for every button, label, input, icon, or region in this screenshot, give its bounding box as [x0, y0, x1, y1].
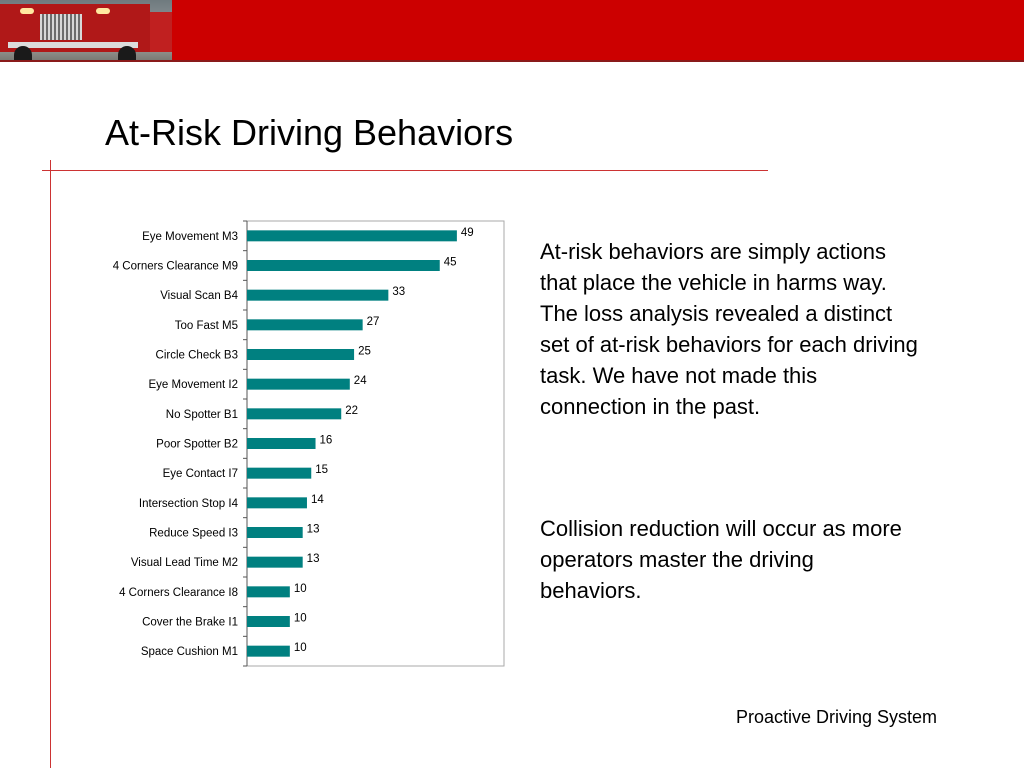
bar — [247, 527, 303, 538]
value-label: 25 — [358, 346, 371, 358]
value-label: 33 — [392, 286, 405, 298]
category-label: Visual Lead Time M2 — [131, 557, 238, 569]
category-label: Space Cushion M1 — [141, 646, 238, 658]
value-label: 15 — [315, 464, 328, 476]
bar — [247, 289, 389, 301]
value-label: 45 — [444, 257, 457, 269]
bar — [247, 586, 290, 598]
body-paragraph-1: At-risk behaviors are simply actions tha… — [540, 239, 918, 419]
bar — [247, 260, 440, 271]
horizontal-rule — [42, 170, 768, 171]
bar — [247, 349, 355, 360]
bar-chart: Eye Movement M3 4 Corners Clearance M9 Vis… — [113, 220, 505, 667]
value-labels: 49 45 33 27 25 24 22 16 15 14 13 13 10 10 10 — [294, 227, 474, 654]
bar — [247, 467, 312, 479]
bar — [247, 497, 307, 509]
value-label: 10 — [294, 613, 307, 625]
value-label: 49 — [461, 227, 474, 239]
body-paragraph-2: Collision reduction will occur as more o… — [540, 516, 902, 603]
page-title: At-Risk Driving Behaviors — [105, 112, 514, 153]
value-label: 10 — [294, 642, 307, 654]
category-label: Poor Spotter B2 — [156, 439, 238, 451]
footer-text: Proactive Driving System — [735, 707, 937, 727]
category-label: Cover the Brake I1 — [142, 617, 238, 629]
banner-shadow — [0, 60, 1024, 62]
value-label: 13 — [307, 524, 320, 536]
value-label: 27 — [367, 316, 380, 328]
value-label: 24 — [354, 375, 367, 387]
category-label: Too Fast M5 — [175, 320, 238, 332]
fire-truck-photo — [0, 0, 172, 60]
category-label: Eye Movement I2 — [149, 379, 238, 391]
value-label: 13 — [307, 553, 320, 565]
value-label: 14 — [311, 494, 324, 506]
bar — [247, 556, 303, 568]
value-label: 22 — [345, 405, 358, 417]
value-label: 10 — [294, 583, 307, 595]
category-labels: Eye Movement M3 4 Corners Clearance M9 Vis… — [113, 231, 239, 658]
bar — [247, 378, 350, 390]
axis-ticks — [243, 220, 247, 667]
bar — [247, 319, 363, 331]
category-label: Intersection Stop I4 — [139, 498, 239, 510]
bar — [247, 230, 457, 242]
bar — [247, 408, 342, 420]
value-label: 16 — [320, 435, 333, 447]
bar — [247, 438, 316, 449]
category-label: Circle Check B3 — [156, 350, 238, 362]
bar — [247, 645, 290, 657]
category-label: 4 Corners Clearance M9 — [113, 261, 238, 273]
bar — [247, 616, 290, 627]
bars — [247, 230, 457, 657]
category-label: No Spotter B1 — [166, 409, 238, 421]
category-label: 4 Corners Clearance I8 — [119, 587, 238, 599]
category-label: Eye Contact I7 — [163, 468, 238, 480]
category-label: Visual Scan B4 — [160, 290, 238, 302]
category-label: Reduce Speed I3 — [149, 528, 238, 540]
category-label: Eye Movement M3 — [142, 231, 238, 243]
vertical-rule — [50, 160, 51, 768]
